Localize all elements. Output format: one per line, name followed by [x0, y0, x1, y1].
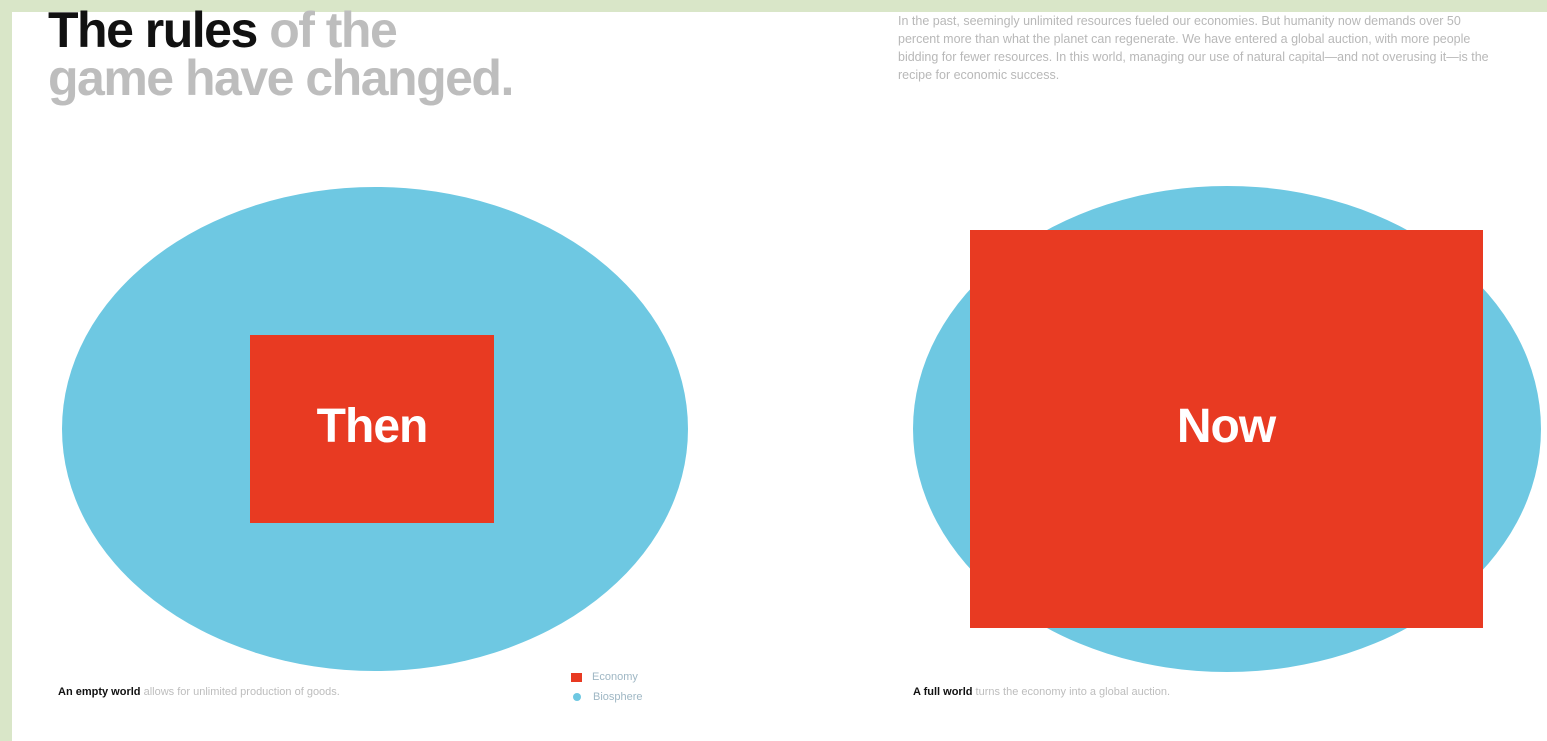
caption-now-rest: turns the economy into a global auction.: [972, 686, 1170, 698]
economy-square-icon: [571, 672, 582, 682]
economy-then: [250, 335, 494, 523]
caption-then: An empty world allows for unlimited prod…: [58, 686, 340, 698]
biosphere-dot-icon: [573, 693, 581, 701]
economy-now: [970, 230, 1483, 628]
caption-then-bold: An empty world: [58, 686, 141, 698]
headline-light-1: of the: [256, 2, 398, 58]
label-now: Now: [1177, 400, 1277, 453]
caption-now-bold: A full world: [913, 686, 973, 698]
intro-paragraph: In the past, seemingly unlimited resourc…: [898, 14, 1489, 82]
headline: The rules of the game have changed.: [48, 5, 514, 103]
legend-label-economy: Economy: [592, 671, 638, 683]
label-then: Then: [317, 400, 428, 453]
headline-light-2: game have changed.: [48, 50, 514, 106]
legend-label-biosphere: Biosphere: [593, 691, 643, 703]
caption-now: A full world turns the economy into a gl…: [913, 686, 1170, 698]
legend-item-biosphere: Biosphere: [571, 687, 643, 707]
caption-then-rest: allows for unlimited production of goods…: [140, 686, 340, 698]
legend: Economy Biosphere: [571, 667, 643, 707]
legend-item-economy: Economy: [571, 667, 643, 687]
headline-bold: The rules: [48, 2, 258, 58]
